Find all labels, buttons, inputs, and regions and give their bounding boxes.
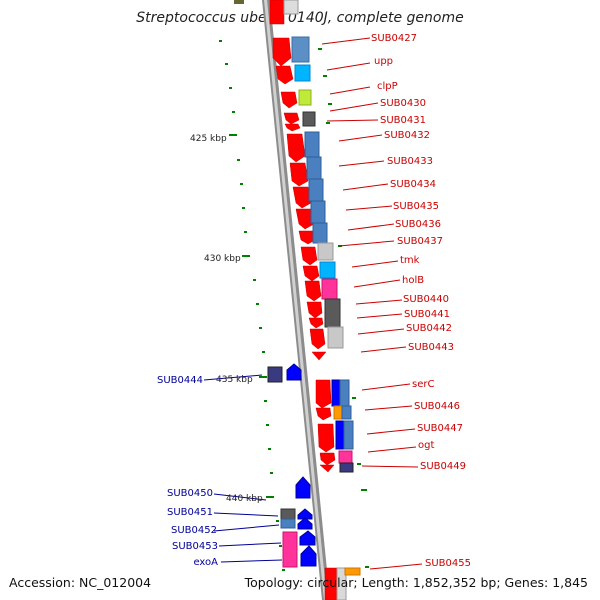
gene-label[interactable]: SUB0443 [408, 342, 454, 353]
gene-label[interactable]: SUB0444 [157, 375, 203, 386]
gene-label[interactable]: SUB0453 [172, 541, 218, 552]
scale-label-430: 430 kbp [204, 254, 241, 264]
scale-label-435: 435 kbp [216, 375, 253, 385]
genome-summary: Topology: circular; Length: 1,852,352 bp… [245, 575, 588, 590]
gene-label[interactable]: SUB0432 [384, 130, 430, 141]
gene-label[interactable]: SUB0430 [380, 98, 426, 109]
gene-label[interactable]: SUB0449 [420, 461, 466, 472]
gene-label[interactable]: upp [374, 56, 393, 67]
gene-label[interactable]: SUB0435 [393, 201, 439, 212]
gene-label[interactable]: SUB0427 [371, 33, 417, 44]
scale-labels: 425 kbp 430 kbp 435 kbp 440 kbp [190, 134, 263, 504]
gene-label[interactable]: holB [402, 275, 424, 286]
gene-label[interactable]: serC [412, 379, 434, 390]
gene-label[interactable]: SUB0442 [406, 323, 452, 334]
gene-label[interactable]: exoA [193, 557, 218, 568]
accession-label: Accession: NC_012004 [9, 575, 151, 590]
gene-label[interactable]: ogt [418, 440, 434, 451]
gene-label[interactable]: SUB0451 [167, 507, 213, 518]
gene-label[interactable]: SUB0437 [397, 236, 443, 247]
gene-label[interactable]: SUB0455 [425, 558, 471, 569]
gene-label[interactable]: tmk [400, 255, 420, 266]
gene-label[interactable]: SUB0450 [167, 488, 213, 499]
gene-label[interactable]: SUB0431 [380, 115, 426, 126]
gene-label[interactable]: SUB0447 [417, 423, 463, 434]
gene-label[interactable]: clpP [377, 81, 398, 92]
scale-label-425: 425 kbp [190, 134, 227, 144]
gene-label[interactable]: SUB0452 [171, 525, 217, 536]
gene-label[interactable]: SUB0446 [414, 401, 460, 412]
left-gene-labels[interactable]: SUB0444 SUB0450 SUB0451 SUB0452 SUB0453 … [157, 375, 218, 568]
top-stubs [234, 0, 244, 4]
scale-label-440: 440 kbp [226, 494, 263, 504]
gene-label[interactable]: SUB0436 [395, 219, 441, 230]
gene-label[interactable]: SUB0441 [404, 309, 450, 320]
gene-label[interactable]: SUB0434 [390, 179, 436, 190]
gene-label[interactable]: SUB0433 [387, 156, 433, 167]
genome-backbone [262, 0, 330, 600]
gene-label[interactable]: SUB0440 [403, 294, 449, 305]
